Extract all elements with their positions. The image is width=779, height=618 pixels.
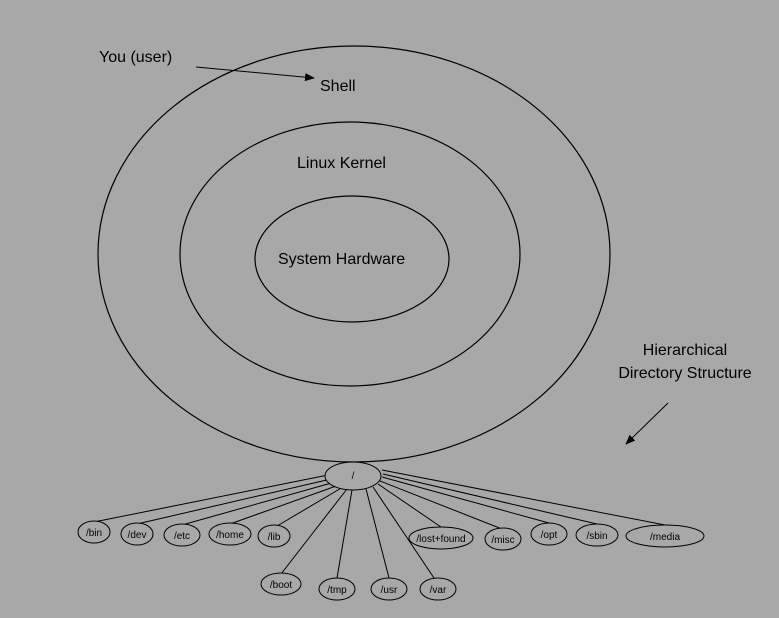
tree-link — [379, 480, 503, 530]
dir-label: /home — [216, 530, 244, 541]
hierarchy-label-line1: Hierarchical — [643, 342, 727, 359]
hardware-label: System Hardware — [278, 251, 405, 268]
hardware-ring — [254, 195, 450, 323]
shell-label: Shell — [320, 78, 356, 95]
dir-node-bin: /bin — [77, 520, 111, 544]
tree-link — [381, 476, 550, 524]
tree-link — [181, 481, 336, 526]
tree-links — [93, 469, 666, 579]
tree-link — [229, 484, 340, 525]
dir-label: /media — [650, 532, 680, 543]
user-to-shell-arrow — [195, 66, 315, 82]
dir-node-tmp: /tmp — [318, 577, 356, 601]
hierarchy-label-line2: Directory Structure — [618, 365, 751, 382]
dir-label: /misc — [491, 535, 514, 546]
tree-link — [372, 486, 435, 579]
dir-label: /dev — [128, 530, 147, 541]
root-node — [324, 461, 382, 491]
tree-link — [93, 474, 329, 523]
dir-node-media: /media — [625, 524, 705, 548]
dir-node-lost-found: /lost+found — [408, 526, 474, 550]
dir-node-var: /var — [419, 577, 457, 601]
dir-node-dev: /dev — [120, 522, 154, 546]
dir-label: /opt — [541, 530, 558, 541]
tree-children: /bin /dev /etc /home /lib /boot /tmp /u — [77, 520, 705, 601]
dir-label: /lost+found — [416, 534, 465, 545]
kernel-label: Linux Kernel — [297, 155, 386, 172]
dir-label: /var — [430, 585, 447, 596]
dir-node-opt: /opt — [530, 522, 568, 546]
kernel-ring — [179, 121, 521, 387]
dir-label: /bin — [86, 528, 102, 539]
dir-node-boot: /boot — [260, 572, 302, 596]
dir-label: /lib — [268, 532, 281, 543]
root-label: / — [352, 471, 355, 482]
dir-node-lib: /lib — [257, 524, 291, 548]
dir-node-misc: /misc — [484, 527, 522, 551]
dir-node-sbin: /sbin — [575, 523, 619, 547]
tree-link — [381, 469, 666, 526]
tree-root: / — [324, 461, 382, 491]
dir-node-home: /home — [208, 522, 252, 546]
tree-link — [336, 489, 353, 579]
dir-label: /etc — [174, 531, 190, 542]
hierarchy-arrow — [625, 402, 669, 445]
dir-node-etc: /etc — [163, 523, 201, 547]
tree-link — [276, 486, 344, 527]
tree-link — [365, 488, 390, 579]
dir-label: /sbin — [586, 531, 607, 542]
dir-node-usr: /usr — [370, 577, 408, 601]
tree-link — [280, 488, 348, 575]
tree-link — [382, 473, 598, 525]
tree-link — [377, 483, 442, 528]
dir-label: /boot — [270, 580, 292, 591]
user-label: You (user) — [99, 49, 172, 66]
tree-link — [136, 478, 332, 525]
dir-label: /tmp — [327, 585, 347, 596]
dir-label: /usr — [381, 585, 398, 596]
